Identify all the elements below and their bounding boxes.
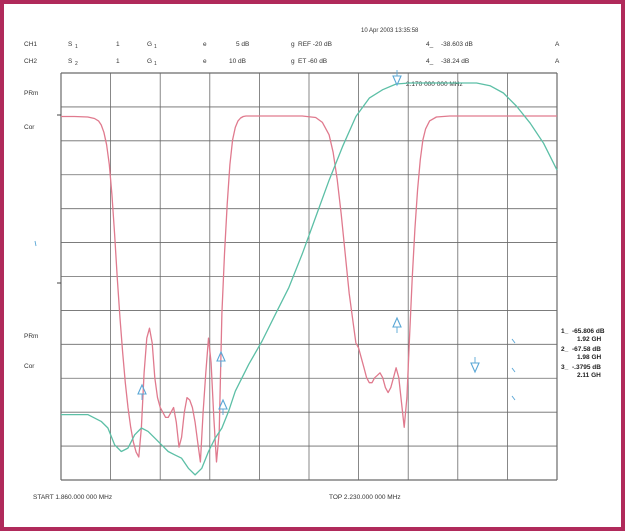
marker-4-pointer <box>470 362 480 374</box>
ch1-s-sub: 1 <box>75 44 78 50</box>
timestamp: 10 Apr 2003 13:35:58 <box>361 28 419 34</box>
trace-ch1-line <box>61 115 557 463</box>
ch1-s-param: S <box>68 41 73 48</box>
marker-1-pointer <box>137 383 147 395</box>
ch1-format: G <box>147 41 153 48</box>
marker-3-index: 3_ <box>561 364 569 371</box>
ch1-label: CH1 <box>24 41 38 48</box>
ch2-mark2: g <box>291 58 295 65</box>
ch1-mark: e <box>203 41 207 48</box>
marker-3-freq: 2.11 GH <box>577 372 601 379</box>
ch2-format-sub: 1 <box>154 61 157 67</box>
ch2-marker-index: 4_ <box>426 58 434 65</box>
right-edge-tick <box>511 338 516 344</box>
cor-label-top: Cor <box>24 124 35 131</box>
right-edge-tick <box>511 395 516 401</box>
ch2-marker-value: -38.24 dB <box>441 58 470 65</box>
ch1-marker-value: -38.603 dB <box>441 41 473 48</box>
ch1-trail: A <box>555 41 560 48</box>
ch2-col2: 1 <box>116 58 120 65</box>
prm-label-top: PRm <box>24 90 39 97</box>
ch1-ref: REF -20 dB <box>298 41 332 48</box>
ch2-ref: ET -60 dB <box>298 58 328 65</box>
ch2-s-param: S <box>68 58 73 65</box>
right-edge-tick <box>511 367 516 373</box>
marker-2-index: 2_ <box>561 346 569 353</box>
marker-1-freq: 1.92 GH <box>577 336 602 343</box>
stop-frequency-label: TOP 2.230.000 000 MHz <box>329 494 401 501</box>
ch1-col2: 1 <box>116 41 120 48</box>
ch2-scale: 10 dB <box>229 58 246 65</box>
marker-2-freq: 1.98 GH <box>577 354 602 361</box>
marker-1-index: 1_ <box>561 328 569 335</box>
ch1-format-sub: 1 <box>154 44 157 50</box>
start-frequency-label: START 1.860.000 000 MHz <box>33 494 113 501</box>
ch2-s-sub: 2 <box>75 61 78 67</box>
ch2-format: G <box>147 58 153 65</box>
marker-frequency-readout: 2.170 000 000 MHz <box>406 81 463 88</box>
ch1-mark2: g <box>291 41 295 48</box>
left-edge-tick <box>34 240 37 247</box>
ch2-trail: A <box>555 58 560 65</box>
cor-label-bottom: Cor <box>24 363 35 370</box>
prm-label-bottom: PRm <box>24 333 39 340</box>
marker-1-value: -65.806 dB <box>572 328 605 335</box>
ch1-marker-index: 4_ <box>426 41 434 48</box>
marker-3-value: -.3795 dB <box>572 364 601 371</box>
ch2-mark: e <box>203 58 207 65</box>
ch1-scale: 5 dB <box>236 41 250 48</box>
marker-2-value: -67.58 dB <box>572 346 601 353</box>
ch2-label: CH2 <box>24 58 38 65</box>
marker-3-pointer <box>392 316 402 328</box>
trace-ch2-line <box>61 82 558 476</box>
